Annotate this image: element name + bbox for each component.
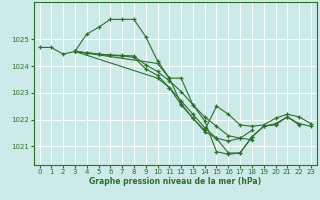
X-axis label: Graphe pression niveau de la mer (hPa): Graphe pression niveau de la mer (hPa) xyxy=(89,177,261,186)
